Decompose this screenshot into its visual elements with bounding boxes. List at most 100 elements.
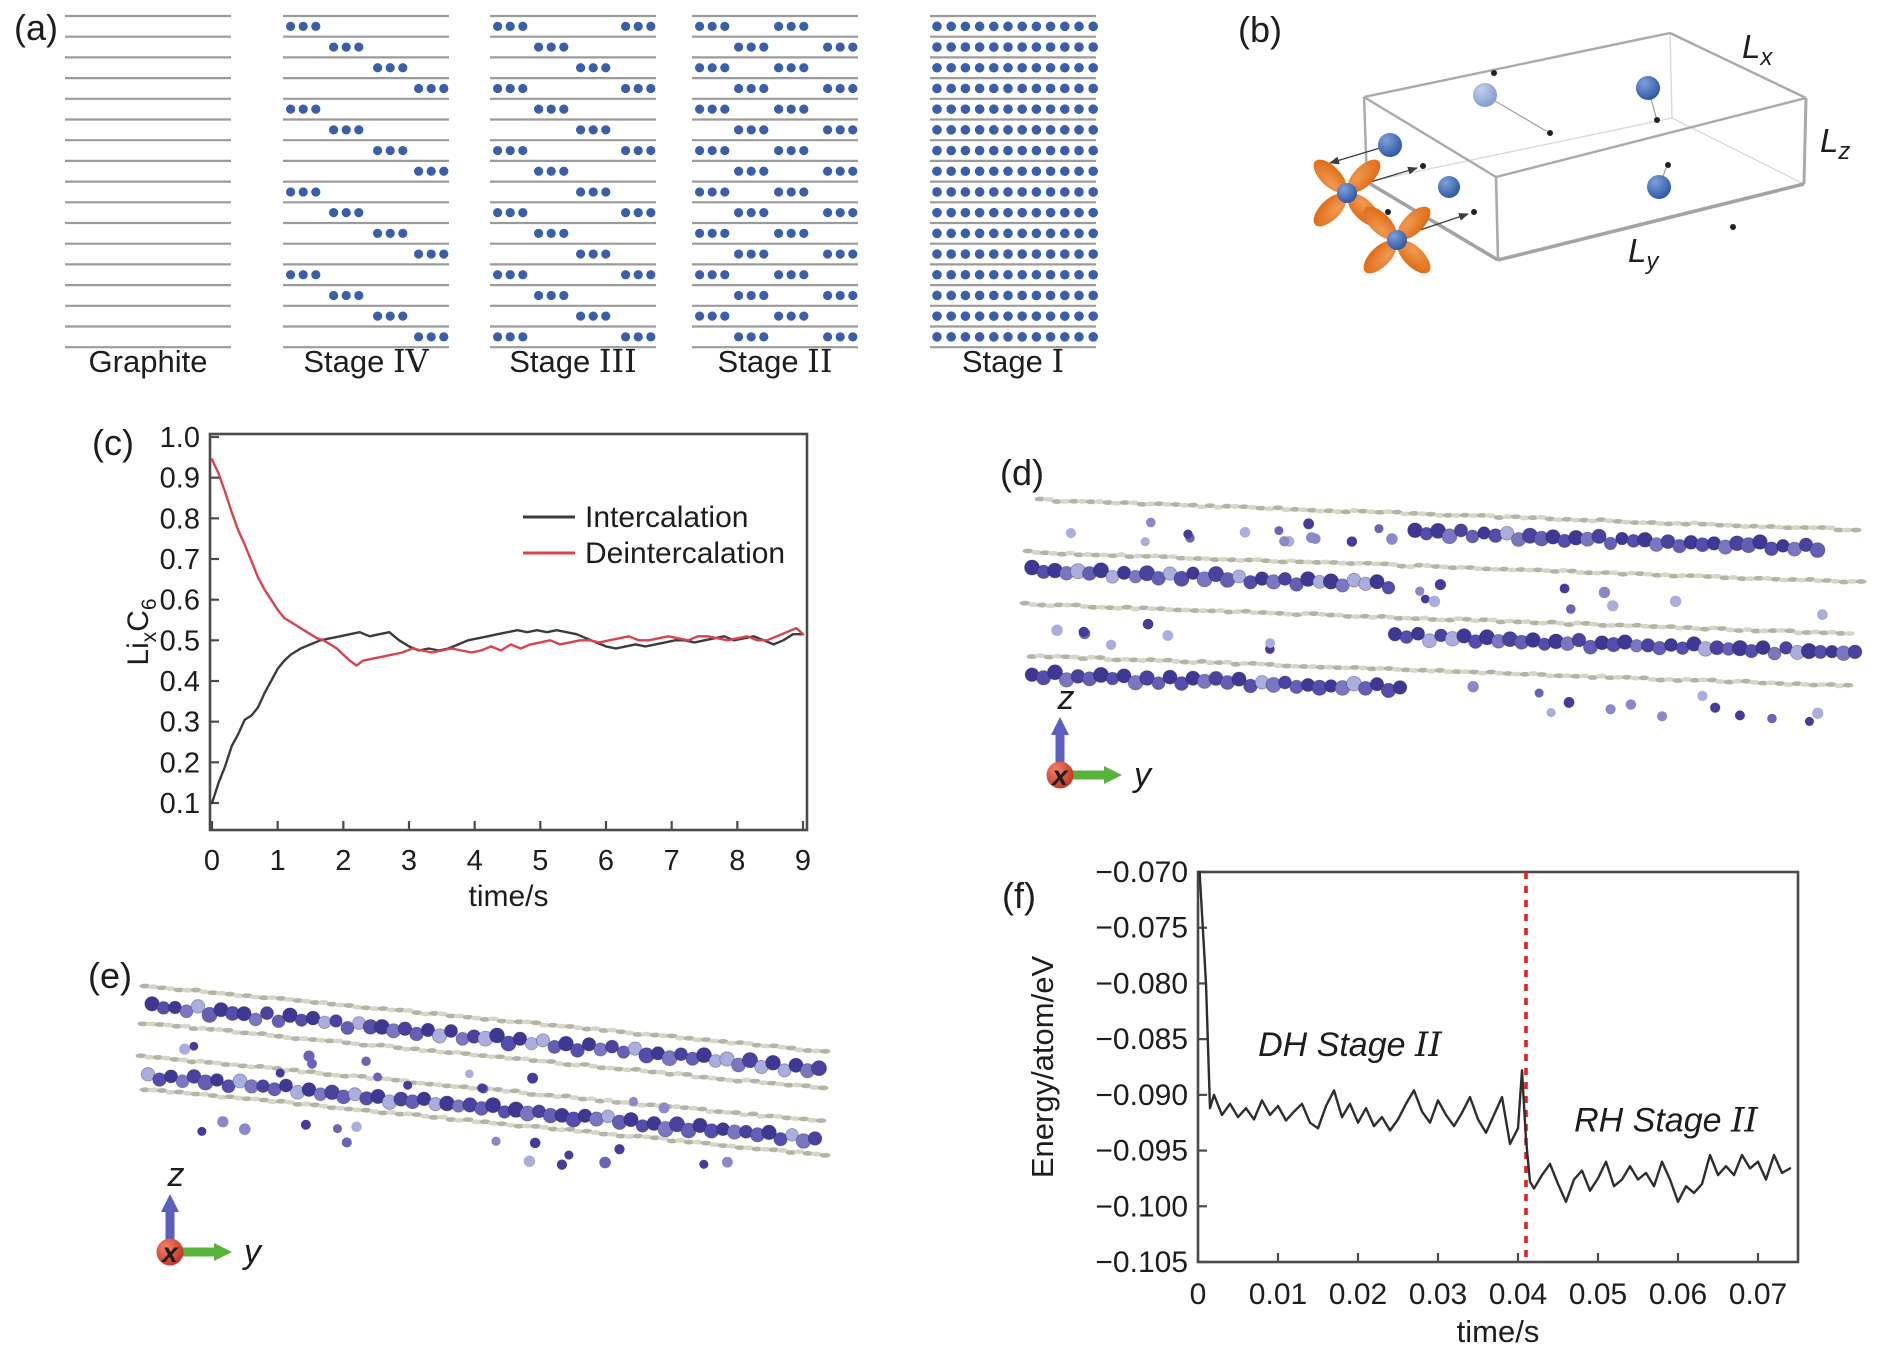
carbon-segment xyxy=(199,1091,210,1097)
carbon-segment xyxy=(1536,672,1548,677)
carbon-segment xyxy=(356,1074,368,1079)
carbon-segment xyxy=(1689,520,1700,526)
li-ion xyxy=(1162,669,1178,685)
carbon-segment xyxy=(526,1092,538,1097)
li-ion xyxy=(1278,675,1292,690)
carbon-segment xyxy=(1630,675,1641,681)
li-ion xyxy=(1074,83,1084,94)
li-ion xyxy=(835,42,845,52)
carbon-segment xyxy=(1196,658,1208,664)
carbon-segment xyxy=(1596,673,1607,679)
carbon-segment xyxy=(1409,667,1420,673)
li-ion xyxy=(332,1124,342,1134)
carbon-segment xyxy=(1147,606,1158,612)
carbon-segment xyxy=(1323,508,1335,514)
carbon-segment xyxy=(1107,553,1119,559)
li-ion xyxy=(465,1069,474,1079)
carbon-segment xyxy=(1597,623,1609,628)
carbon-segment xyxy=(503,1056,514,1061)
carbon-segment xyxy=(1181,607,1192,613)
li-ion xyxy=(1003,104,1013,114)
carbon-segment xyxy=(1257,610,1269,615)
li-ion xyxy=(601,125,611,135)
li-ion xyxy=(1017,187,1027,197)
carbon-segment xyxy=(1240,608,1252,614)
li-ion xyxy=(707,104,717,114)
li-ion xyxy=(646,83,656,94)
li-ion xyxy=(719,1051,735,1067)
li-ion xyxy=(1074,62,1084,73)
carbon-segment xyxy=(1133,553,1144,559)
li-ion xyxy=(823,42,833,52)
carbon-segment xyxy=(1138,605,1150,611)
carbon-segment xyxy=(171,1023,183,1029)
li-ion xyxy=(960,83,971,94)
lattice-site-dot xyxy=(1654,117,1660,123)
carbon-segment xyxy=(1512,619,1524,625)
li-ion xyxy=(633,21,643,31)
li-ion xyxy=(534,42,544,52)
carbon-segment xyxy=(1487,617,1498,623)
carbon-segment xyxy=(666,1138,678,1144)
carbon-segment xyxy=(1128,500,1139,506)
carbon-segment xyxy=(1104,605,1116,611)
li-ion xyxy=(439,249,449,259)
li-ion xyxy=(1060,269,1070,280)
carbon-segment xyxy=(722,1110,733,1115)
carbon-segment xyxy=(1196,504,1207,510)
carbon-segment xyxy=(1665,624,1677,630)
li-ion xyxy=(599,1156,611,1169)
carbon-segment xyxy=(173,1089,185,1095)
li-ion xyxy=(974,21,985,32)
x-tick-label: 7 xyxy=(664,845,680,877)
carbon-segment xyxy=(1612,518,1624,524)
carbon-segment xyxy=(1572,620,1583,626)
li-ion xyxy=(1088,249,1098,259)
li-ion xyxy=(414,249,424,259)
carbon-segment xyxy=(1065,550,1076,556)
li-ion xyxy=(156,1001,171,1015)
carbon-segment xyxy=(316,1037,327,1043)
carbon-segment xyxy=(675,1035,686,1041)
li-ion xyxy=(1074,228,1084,239)
li-ion xyxy=(811,1060,827,1077)
carbon-segment xyxy=(190,1091,202,1097)
li-ion xyxy=(271,1014,286,1029)
carbon-segment xyxy=(1184,556,1195,561)
carbon-segment xyxy=(420,1113,431,1119)
carbon-segment xyxy=(214,1027,225,1032)
li-ion xyxy=(576,311,586,321)
carbon-segment xyxy=(815,1118,827,1123)
li-ion xyxy=(646,208,656,218)
li-ion xyxy=(373,63,383,73)
li-ion xyxy=(989,249,999,259)
li-ion xyxy=(485,1097,501,1114)
li-ion xyxy=(848,290,858,301)
carbon-segment xyxy=(180,1023,191,1029)
li-ion xyxy=(559,104,569,114)
label-Lx: Lx xyxy=(1742,28,1773,71)
carbon-segment xyxy=(547,1022,559,1028)
z-axis-label: z xyxy=(167,1156,185,1194)
carbon-segment xyxy=(1422,563,1433,569)
carbon-segment xyxy=(1060,498,1071,504)
li-ion xyxy=(835,290,845,301)
carbon-segment xyxy=(1677,573,1688,579)
li-ion xyxy=(989,332,999,342)
li-ion xyxy=(960,290,971,301)
carbon-segment xyxy=(641,1134,652,1140)
carbon-segment xyxy=(1137,658,1148,663)
carbon-segment xyxy=(1170,502,1182,507)
carbon-segment xyxy=(758,1080,769,1086)
carbon-segment xyxy=(1626,570,1637,576)
y-tick-label: 0.4 xyxy=(160,666,200,698)
carbon-segment xyxy=(199,989,210,995)
carbon-segment xyxy=(743,1040,754,1046)
carbon-segment xyxy=(1830,578,1841,584)
li-ion xyxy=(601,1109,615,1124)
carbon-segment xyxy=(1511,671,1522,677)
carbon-segment xyxy=(1674,625,1685,631)
li-ion xyxy=(734,249,744,259)
carbon-segment xyxy=(1255,505,1267,511)
carbon-segment xyxy=(1464,565,1476,571)
